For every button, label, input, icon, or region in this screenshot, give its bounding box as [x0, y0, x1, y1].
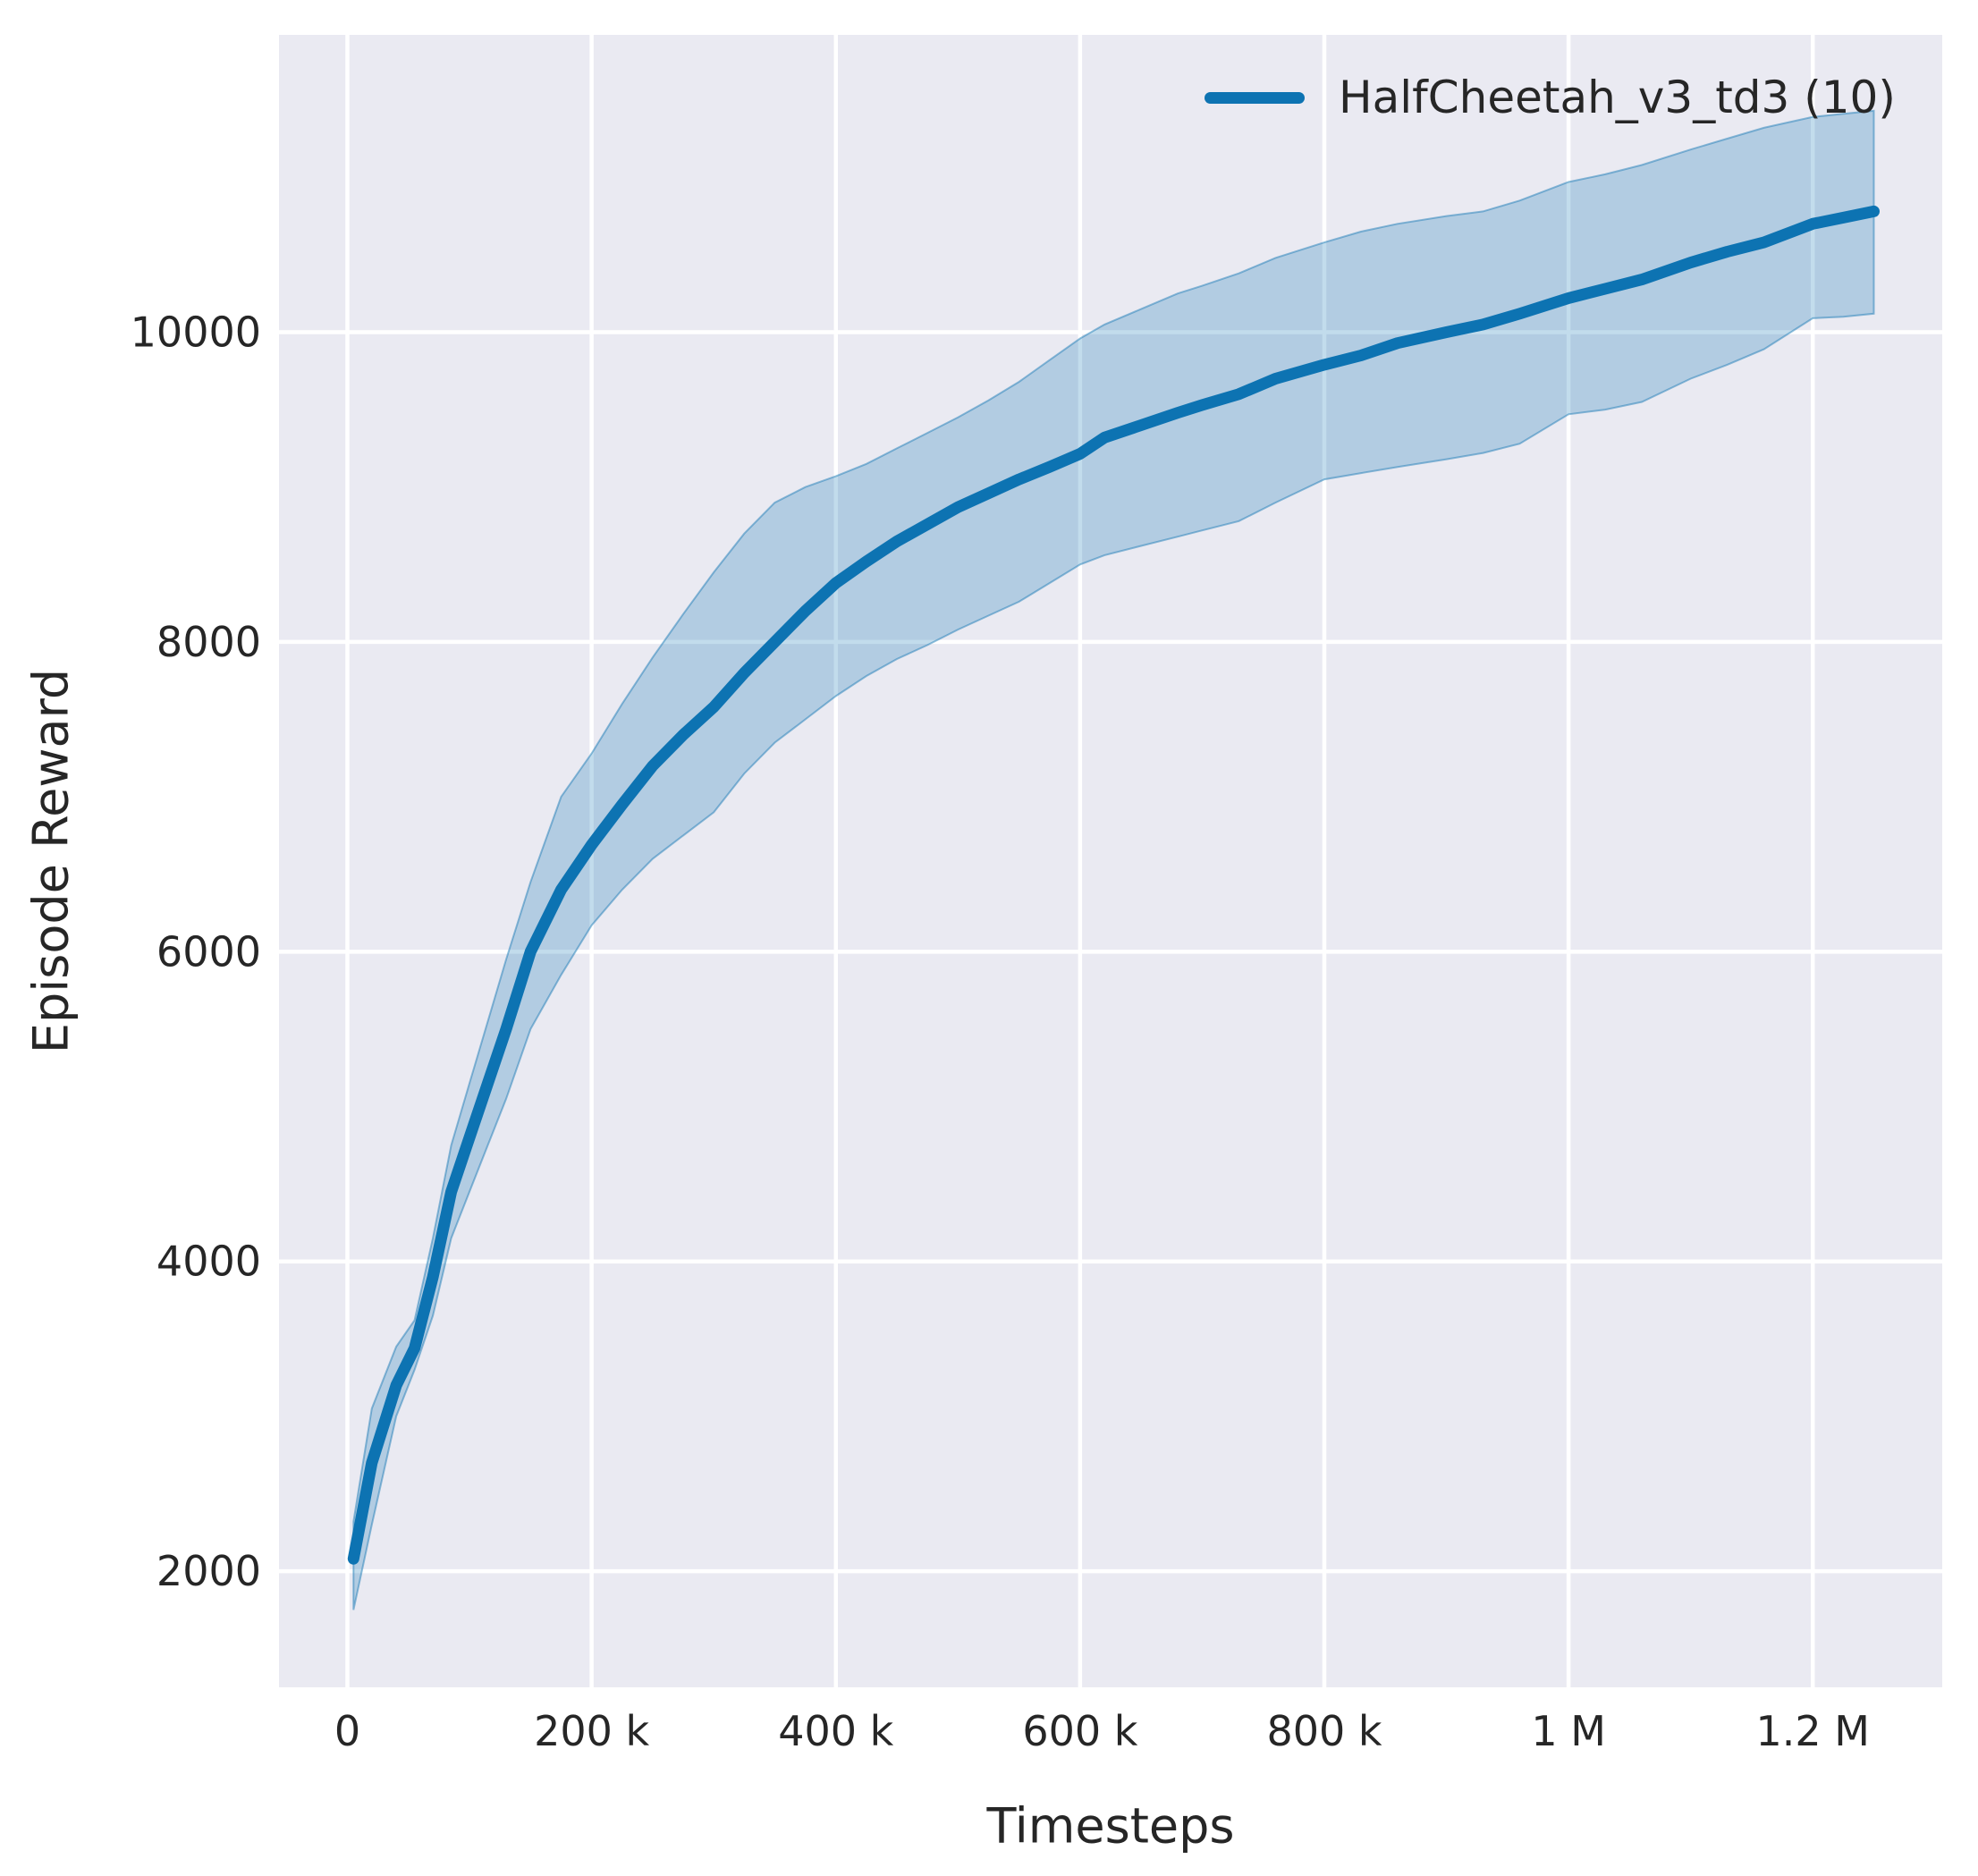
x-tick-label: 800 k — [1266, 1707, 1382, 1755]
legend-line-swatch — [1205, 91, 1305, 104]
axes-background — [279, 35, 1942, 1687]
x-tick-label: 1 M — [1531, 1707, 1606, 1755]
x-tick-label: 200 k — [534, 1707, 649, 1755]
y-tick-label: 10000 — [131, 308, 261, 357]
confidence-band — [352, 109, 1875, 1610]
x-axis-label: Timesteps — [986, 1797, 1235, 1855]
mean-line — [347, 205, 1880, 1565]
legend: HalfCheetah_v3_td3 (10) — [1205, 72, 1896, 123]
x-tick-label: 600 k — [1022, 1707, 1137, 1755]
y-tick-label: 2000 — [156, 1547, 261, 1595]
y-tick-label: 8000 — [156, 618, 261, 666]
y-axis-label: Episode Reward — [22, 668, 80, 1054]
y-tick-label: 4000 — [156, 1238, 261, 1286]
x-tick-label: 0 — [334, 1707, 360, 1755]
y-tick-label: 6000 — [156, 927, 261, 976]
x-tick-label: 400 k — [778, 1707, 893, 1755]
x-tick-label: 1.2 M — [1756, 1707, 1870, 1755]
legend-label: HalfCheetah_v3_td3 (10) — [1339, 72, 1896, 123]
